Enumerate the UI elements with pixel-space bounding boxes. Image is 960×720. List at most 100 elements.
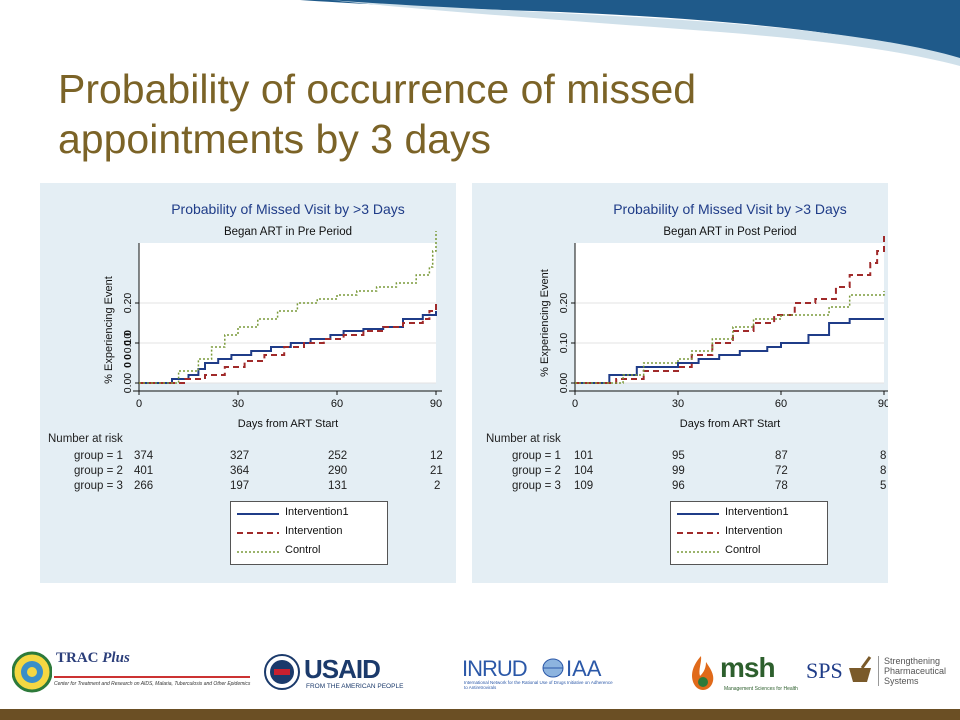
y-tick-label-overlap: 0 (122, 354, 134, 360)
legend-item-control: Control (237, 542, 383, 560)
chart-legend: Intervention1 Intervention Control (670, 501, 828, 565)
chart-panel-pre: Probability of Missed Visit by >3 Days B… (40, 183, 456, 583)
plot-area (575, 243, 884, 383)
risk-cell: 78 (775, 480, 788, 492)
risk-row-label: group = 1 (74, 450, 123, 462)
risk-cell: 327 (230, 450, 250, 462)
y-tick-label-overlap: 0 (122, 340, 134, 346)
iaa-logo: IAA (566, 656, 601, 682)
inrud-logo: INRUD (462, 656, 528, 682)
risk-row: group = 3 109 96 78 5 (472, 480, 888, 496)
trac-plus-logo: TRAC Plus (56, 650, 130, 667)
x-tick-label: 0 (136, 398, 142, 410)
risk-row-label: group = 2 (74, 465, 123, 477)
legend-item-intervention: Intervention (237, 523, 383, 541)
risk-table-header: Number at risk (486, 433, 561, 445)
risk-cell: 364 (230, 465, 250, 477)
x-tick-label: 30 (672, 398, 684, 410)
sps-tagline: Strengthening Pharmaceutical Systems (884, 656, 946, 686)
chart-subtitle: Began ART in Post Period (663, 226, 796, 238)
legend-item-intervention: Intervention (677, 523, 823, 541)
y-tick-label: 0.00 (122, 373, 134, 394)
usaid-wordmark: USAID (304, 654, 381, 685)
usaid-text: USAID (304, 654, 381, 684)
y-axis-label: % Experiencing Event (103, 276, 115, 384)
risk-cell: 290 (328, 465, 348, 477)
y-axis-label: % Experiencing Event (539, 269, 551, 377)
y-tick-label-overlap: 0 (122, 362, 134, 368)
legend-label: Intervention (725, 525, 783, 537)
x-tick-label: 60 (331, 398, 343, 410)
footer-logos: TRAC Plus Center for Treatment and Resea… (0, 636, 960, 720)
risk-cell: 266 (134, 480, 154, 492)
msh-flame-logo (692, 656, 714, 690)
slide-title-line2: appointments by 3 days (58, 116, 492, 162)
msh-text: msh (720, 652, 776, 683)
y-tick-label: 0.20 (558, 293, 570, 314)
risk-cell: 131 (328, 480, 348, 492)
km-chart-pre: Probability of Missed Visit by >3 Days B… (103, 201, 442, 430)
risk-row: group = 2 104 99 72 8 (472, 465, 888, 481)
msh-wordmark: msh (720, 652, 776, 684)
slide-title: Probability of occurrence of missed appo… (58, 64, 918, 164)
mortar-pestle-icon (849, 656, 872, 682)
rwanda-seal-logo (12, 651, 52, 693)
risk-table: Number at risk group = 1 374 327 252 12 … (40, 433, 456, 493)
top-wave-decoration (300, 0, 960, 66)
risk-cell: 95 (672, 450, 685, 462)
usaid-tagline: FROM THE AMERICAN PEOPLE (306, 683, 404, 690)
msh-tagline: Management Sciences for Health (724, 686, 798, 692)
series-line-control (575, 291, 885, 384)
trac-title: TRAC (56, 650, 99, 666)
series-line-intervention (139, 303, 437, 384)
legend-label: Intervention (285, 525, 343, 537)
x-axis-label: Days from ART Start (680, 418, 780, 430)
trac-subtitle: Center for Treatment and Research on AID… (54, 681, 251, 687)
risk-row-label: group = 3 (512, 480, 561, 492)
risk-cell: 197 (230, 480, 250, 492)
legend-label: Control (285, 544, 321, 556)
legend-item-intervention1: Intervention1 (677, 504, 823, 522)
legend-item-control: Control (677, 542, 823, 560)
risk-cell: 99 (672, 465, 685, 477)
risk-row: group = 1 374 327 252 12 (40, 450, 456, 466)
risk-cell: 72 (775, 465, 788, 477)
sps-line2: Pharmaceutical (884, 666, 947, 676)
risk-row: group = 1 101 95 87 8 (472, 450, 888, 466)
iaa-text: IAA (566, 656, 602, 681)
x-tick-label: 60 (775, 398, 787, 410)
risk-row: group = 2 401 364 290 21 (40, 465, 456, 481)
risk-row-label: group = 2 (512, 465, 561, 477)
x-axis-label: Days from ART Start (238, 418, 338, 430)
sps-line3: Systems (884, 676, 919, 686)
legend-label: Intervention1 (285, 506, 349, 518)
risk-cell: 104 (574, 465, 594, 477)
sps-text: SPS (806, 658, 843, 683)
risk-cell: 109 (574, 480, 594, 492)
km-chart-post: Probability of Missed Visit by >3 Days B… (539, 201, 888, 430)
risk-cell: 8 (880, 450, 887, 462)
risk-cell: 5 (880, 480, 887, 492)
x-tick-label: 30 (232, 398, 244, 410)
x-tick-label: 90 (878, 398, 888, 410)
y-tick-label: 0.10 (122, 333, 134, 354)
risk-cell: 2 (434, 480, 441, 492)
trac-title-italic: Plus (102, 650, 130, 666)
risk-row-label: group = 1 (512, 450, 561, 462)
plot-area (139, 243, 436, 383)
x-tick-label: 0 (572, 398, 578, 410)
chart-title: Probability of Missed Visit by >3 Days (613, 201, 847, 217)
risk-table: Number at risk group = 1 101 95 87 8 gro… (472, 433, 888, 493)
risk-cell: 252 (328, 450, 348, 462)
risk-cell: 8 (880, 465, 887, 477)
risk-cell: 374 (134, 450, 154, 462)
chart-legend: Intervention1 Intervention Control (230, 501, 388, 565)
y-tick-label: 0.20 (122, 293, 134, 314)
risk-row: group = 3 266 197 131 2 (40, 480, 456, 496)
risk-cell: 96 (672, 480, 685, 492)
inrud-text: INRUD (462, 656, 528, 681)
bottom-bar (0, 709, 960, 720)
chart-subtitle: Began ART in Pre Period (224, 226, 352, 238)
risk-cell: 12 (430, 450, 443, 462)
slide-title-line1: Probability of occurrence of missed (58, 66, 697, 112)
